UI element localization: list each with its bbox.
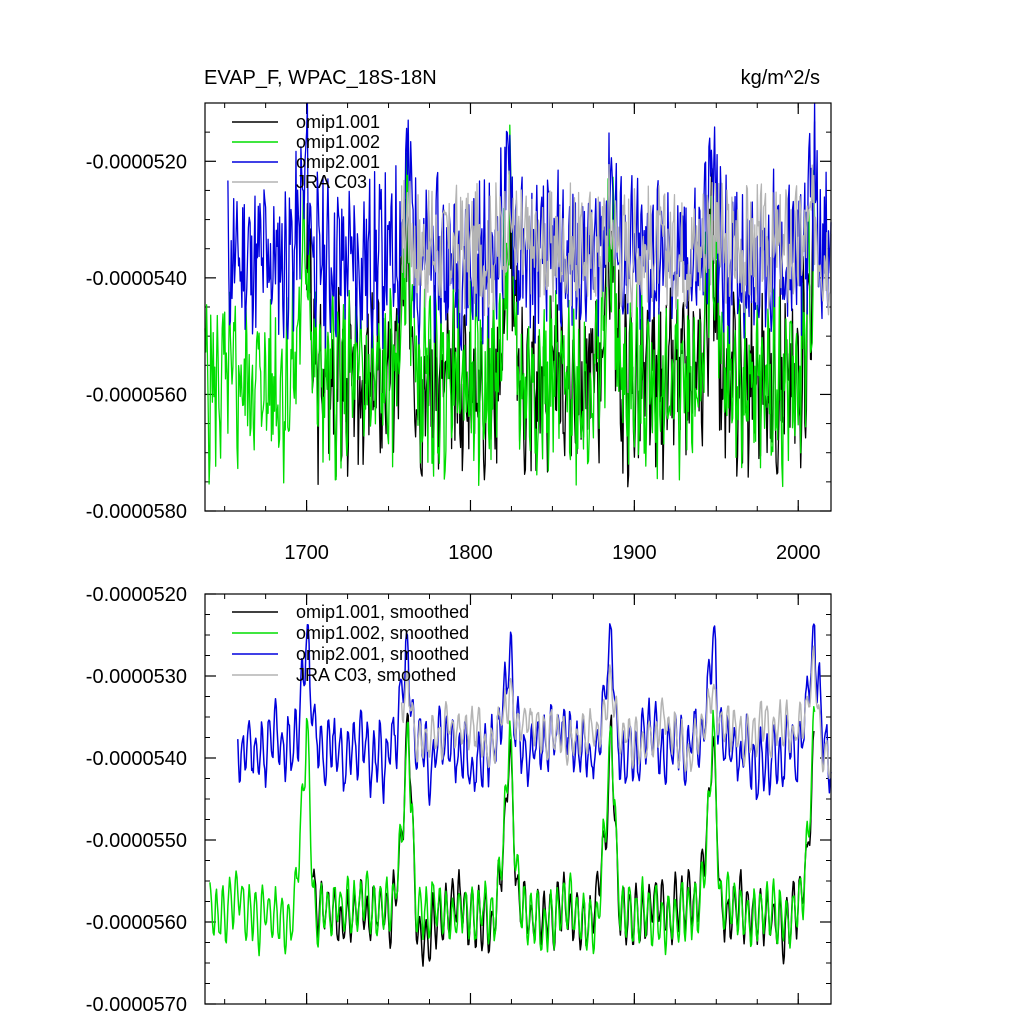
series-line	[237, 623, 832, 806]
x-tick-label: 1700	[284, 542, 329, 564]
top-panel-units: kg/m^2/s	[741, 67, 820, 89]
bottom-panel-series	[209, 623, 832, 967]
x-tick-label: 1800	[448, 542, 493, 564]
bottom-panel: -0.0000520 -0.0000530 -0.0000540 -0.0000550…	[86, 584, 832, 1016]
x-tick-label: 2000	[776, 542, 821, 564]
series-line	[204, 124, 816, 488]
y-tick-label: -0.0000530	[86, 666, 187, 688]
y-tick-label: -0.0000540	[86, 268, 187, 290]
top-panel: EVAP_F, WPAC_18S-18N kg/m^2/s 1700 1800 19…	[86, 67, 832, 564]
legend-label: omip2.001, smoothed	[296, 644, 469, 664]
series-line	[400, 645, 832, 780]
y-tick-label: -0.0000520	[86, 584, 187, 606]
x-tick-label: 1900	[612, 542, 657, 564]
bottom-panel-ticks: -0.0000520 -0.0000530 -0.0000540 -0.0000550…	[86, 584, 831, 1016]
top-panel-ticks: 1700 1800 1900 2000 -0.0000520 -0.0000540 -0.0…	[86, 103, 831, 564]
y-tick-label: -0.0000540	[86, 748, 187, 770]
legend-label: omip1.001	[296, 112, 380, 132]
y-tick-label: -0.0000570	[86, 994, 187, 1016]
bottom-panel-frame	[204, 593, 832, 1005]
series-line	[400, 163, 832, 318]
y-tick-label: -0.0000520	[86, 151, 187, 173]
top-panel-title: EVAP_F, WPAC_18S-18N	[204, 67, 437, 89]
legend-label: omip1.001, smoothed	[296, 602, 469, 622]
top-panel-frame	[204, 102, 832, 512]
y-tick-label: -0.0000560	[86, 384, 187, 406]
y-tick-label: -0.0000550	[86, 830, 187, 852]
legend-label: JRA C03, smoothed	[296, 665, 456, 685]
y-tick-label: -0.0000580	[86, 501, 187, 523]
legend-label: omip1.002	[296, 132, 380, 152]
top-panel-series	[204, 102, 832, 488]
legend-label: JRA C03	[296, 172, 367, 192]
series-line	[209, 705, 816, 957]
y-tick-label: -0.0000560	[86, 912, 187, 934]
legend-label: omip1.002, smoothed	[296, 623, 469, 643]
legend-label: omip2.001	[296, 152, 380, 172]
